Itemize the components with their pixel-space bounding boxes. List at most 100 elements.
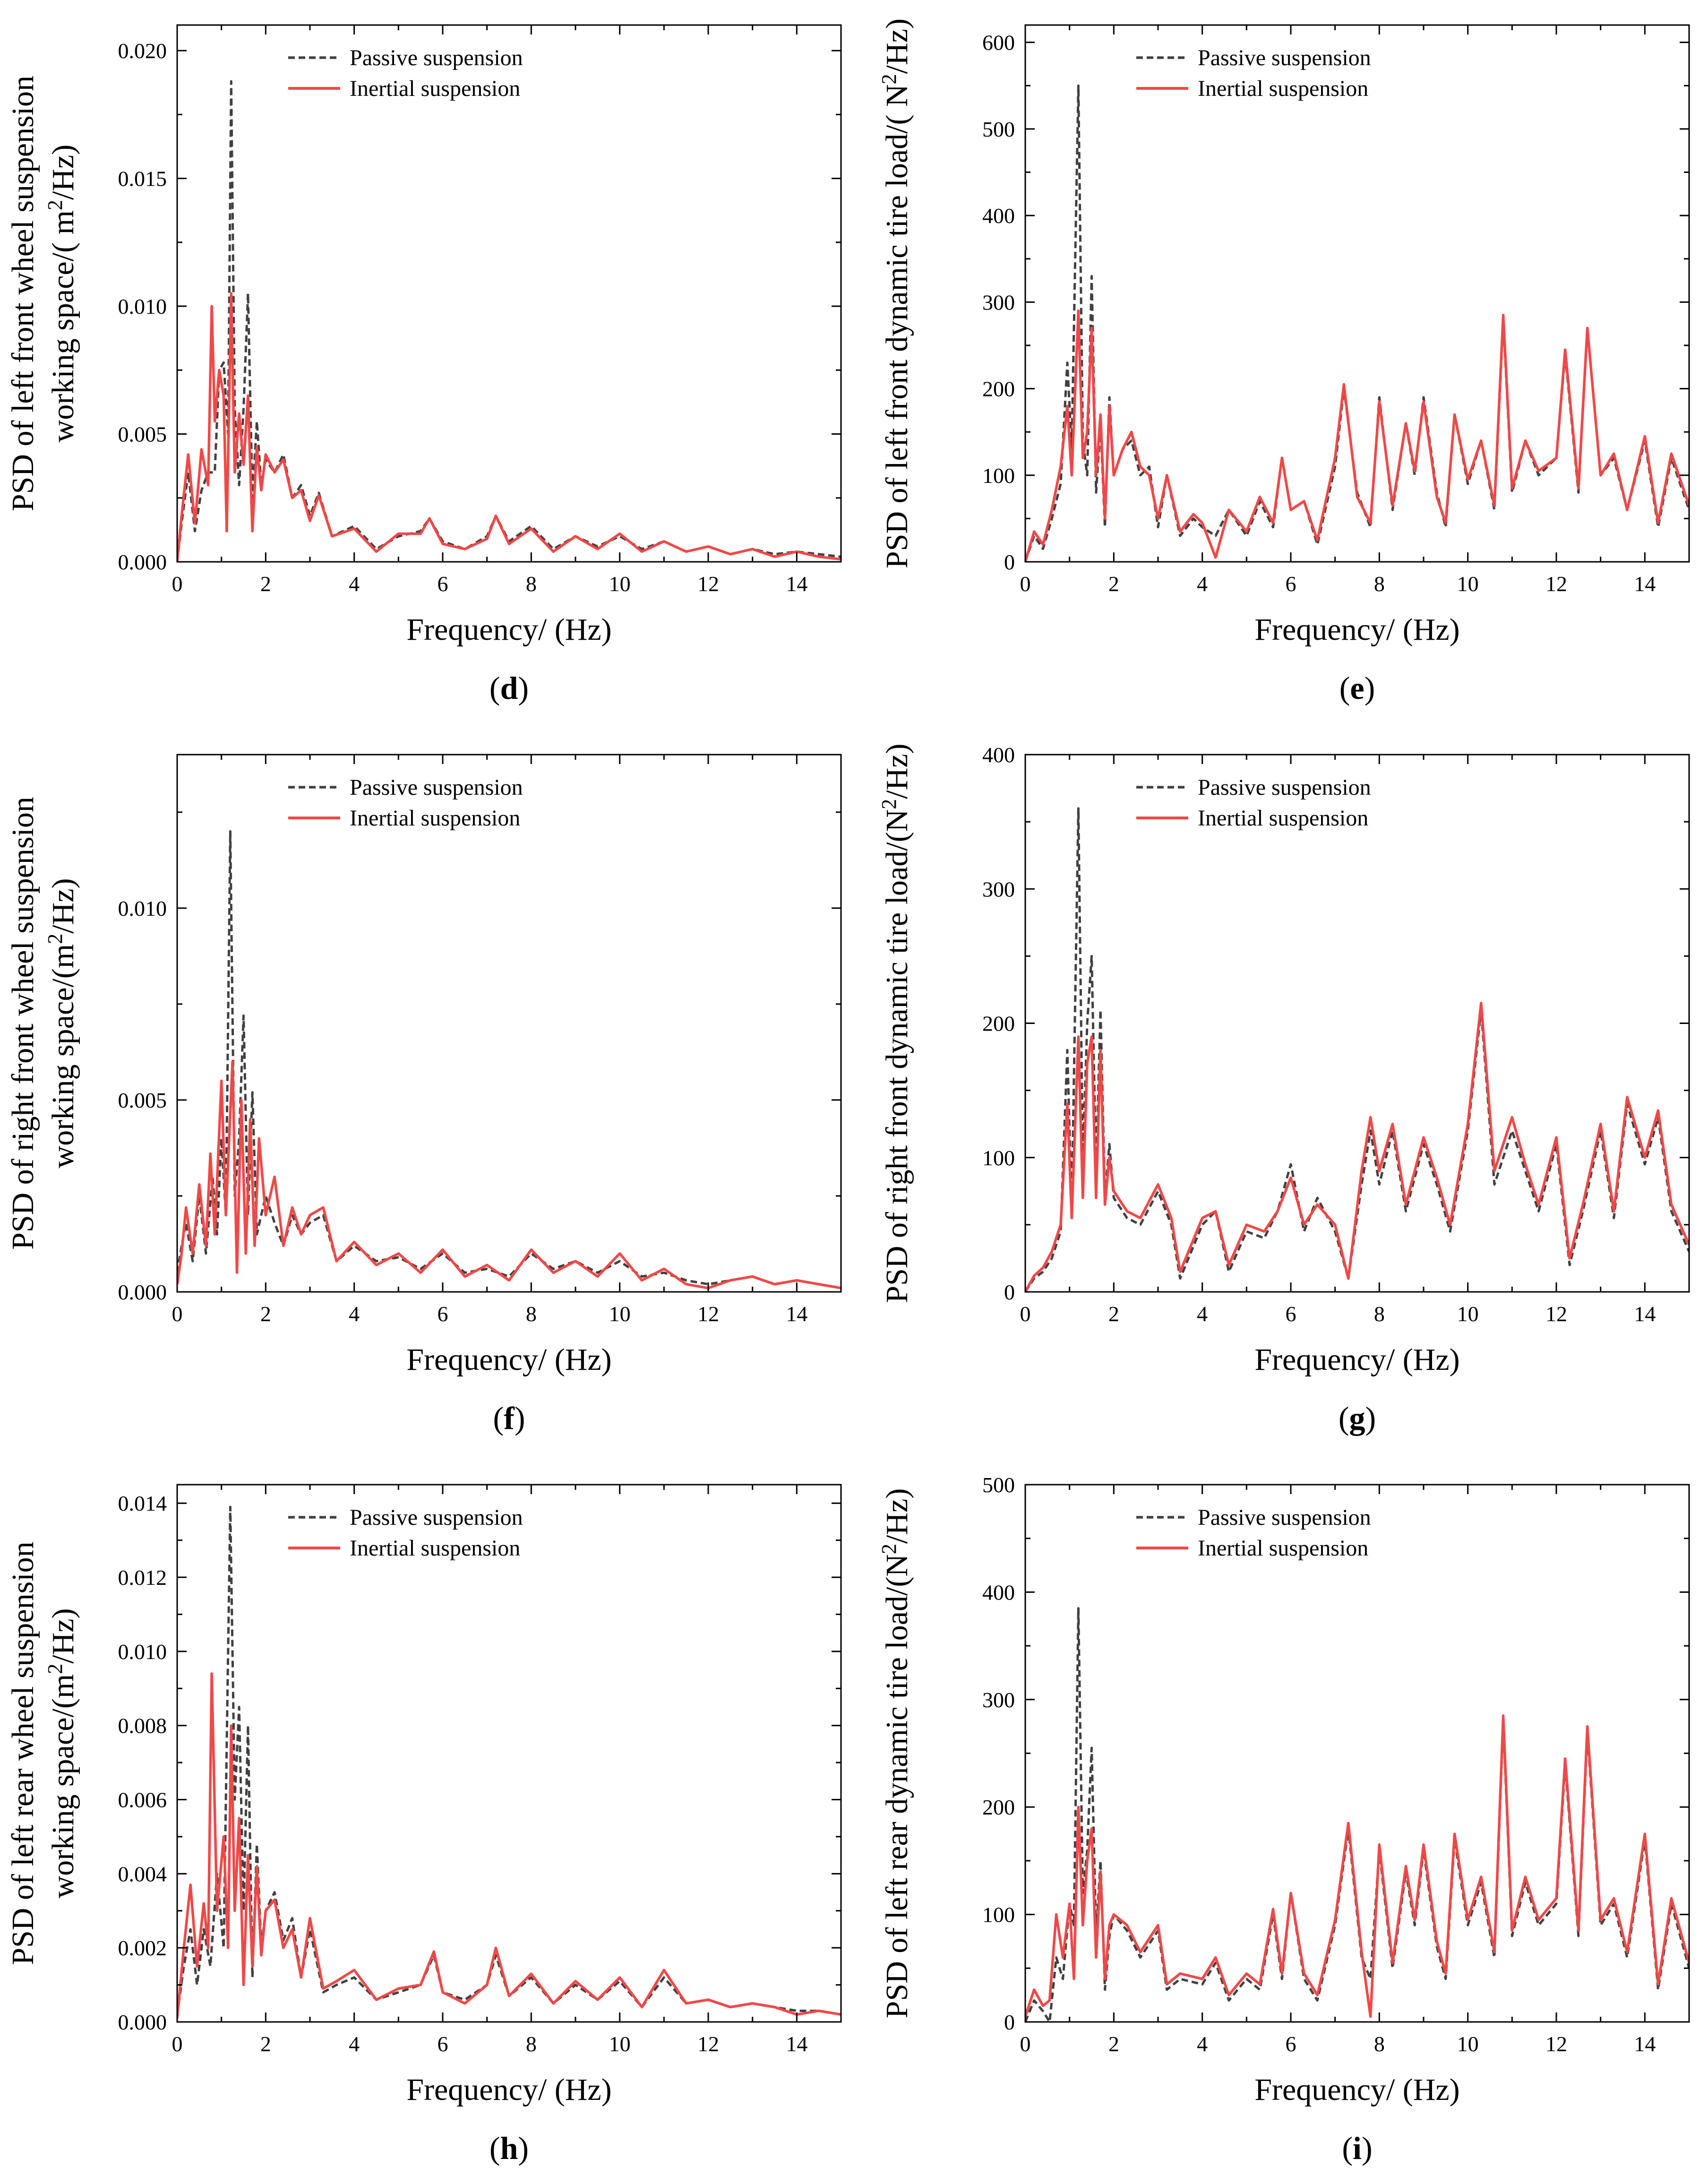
legend-label-passive: Passive suspension — [1198, 45, 1371, 70]
y-axis-title: working space/( m2/Hz) — [43, 145, 81, 442]
x-tick-label: 12 — [1545, 1302, 1567, 1326]
panel-label: (f) — [493, 1400, 525, 1436]
x-tick-label: 6 — [1286, 2032, 1296, 2056]
x-axis-title: Frequency/ (Hz) — [1254, 1342, 1459, 1377]
x-tick-label: 14 — [786, 1302, 807, 1326]
x-tick-label: 6 — [1286, 1302, 1296, 1326]
panel-label-paren: ( — [493, 1400, 504, 1436]
legend: Passive suspension Inertial suspension — [288, 1505, 523, 1561]
panel-label-paren: ) — [515, 1400, 525, 1436]
y-tick-label: 0.000 — [118, 1280, 167, 1304]
y-tick-label: 100 — [982, 464, 1015, 488]
x-tick-label: 4 — [349, 572, 360, 596]
x-tick-label: 0 — [172, 1302, 183, 1326]
panel-label: (i) — [1342, 2130, 1372, 2166]
plot-frame — [176, 754, 842, 1293]
y-tick-label: 0.000 — [118, 550, 167, 574]
panel-label-letter: e — [1350, 670, 1364, 706]
y-axis-title-part: PSD of right front dynamic tire load/(N — [880, 809, 914, 1303]
x-tick-label: 12 — [1545, 572, 1567, 596]
x-tick-label: 0 — [1020, 572, 1031, 596]
y-tick-label: 0 — [1004, 2010, 1015, 2034]
x-tick-label: 12 — [697, 572, 719, 596]
y-axis-title-part: /Hz) — [880, 1488, 914, 1544]
panel-label-paren: ( — [1342, 2130, 1353, 2166]
series-line-inertial — [1025, 1002, 1689, 1292]
y-tick-label: 0.006 — [118, 1788, 167, 1812]
y-tick-label: 0.005 — [118, 1088, 167, 1112]
y-tick-label: 300 — [982, 877, 1015, 901]
legend-label-inertial: Inertial suspension — [1198, 1536, 1368, 1561]
x-tick-label: 10 — [609, 2032, 631, 2056]
legend-label-passive: Passive suspension — [1198, 1505, 1371, 1530]
panel-label-letter: d — [500, 670, 518, 706]
x-tick-label: 8 — [1374, 2032, 1385, 2056]
y-axis-title-part: PSD of left rear dynamic tire load/(N — [880, 1554, 914, 2018]
legend-label-inertial: Inertial suspension — [1198, 806, 1368, 831]
y-tick-label: 0.008 — [118, 1714, 167, 1738]
x-tick-label: 8 — [1374, 1302, 1385, 1326]
y-axis-title-superscript: 2 — [877, 799, 901, 809]
x-tick-label: 14 — [1634, 1302, 1656, 1326]
y-tick-label: 400 — [982, 1580, 1015, 1604]
y-axis-title-part: /Hz) — [46, 1608, 80, 1664]
y-axis-title-part: /Hz) — [46, 145, 80, 200]
y-axis-title: working space/(m2/Hz) — [43, 1608, 81, 1899]
chart-panel-h: 0 2 4 6 8 10 12 14 0.000 0.002 0.004 0.006 0.008 0.01… — [6, 1484, 842, 2166]
y-tick-label: 0.015 — [118, 167, 167, 191]
x-tick-label: 4 — [1197, 1302, 1208, 1326]
panel-label: (d) — [489, 670, 529, 706]
y-axis-title: working space/(m2/Hz) — [43, 878, 81, 1169]
y-axis-title-part: /Hz) — [880, 18, 914, 74]
y-tick-label: 0.002 — [118, 1936, 167, 1960]
panel-label-letter: i — [1353, 2130, 1362, 2166]
y-tick-label: 0.014 — [118, 1491, 167, 1515]
x-tick-label: 2 — [260, 2032, 271, 2056]
y-axis-title-superscript: 2 — [43, 934, 67, 944]
x-tick-label: 6 — [438, 572, 448, 596]
legend: Passive suspension Inertial suspension — [288, 775, 523, 831]
series-line-inertial — [1025, 309, 1689, 562]
y-tick-label: 0.010 — [118, 294, 167, 318]
x-tick-label: 8 — [1374, 572, 1385, 596]
series-line-passive — [177, 80, 841, 562]
x-tick-label: 0 — [172, 2032, 183, 2056]
x-tick-label: 10 — [1457, 2032, 1479, 2056]
x-tick-label: 0 — [172, 572, 183, 596]
legend: Passive suspension Inertial suspension — [288, 45, 523, 101]
x-tick-label: 4 — [1197, 572, 1208, 596]
legend-label-passive: Passive suspension — [1198, 775, 1371, 800]
y-tick-label: 0.005 — [118, 422, 167, 447]
series-line-passive — [177, 1505, 841, 2016]
y-tick-label: 0.010 — [118, 896, 167, 920]
panel-label-paren: ( — [489, 670, 500, 706]
x-tick-label: 14 — [786, 572, 807, 596]
legend: Passive suspension Inertial suspension — [1136, 1505, 1371, 1561]
series-line-passive — [177, 830, 841, 1290]
y-axis-title: PSD of left front wheel suspension — [6, 76, 40, 511]
x-tick-label: 14 — [1634, 572, 1656, 596]
y-tick-label: 600 — [982, 31, 1015, 55]
legend: Passive suspension Inertial suspension — [1136, 45, 1371, 101]
y-tick-label: 0.000 — [118, 2010, 167, 2034]
x-tick-label: 10 — [1457, 572, 1479, 596]
series-line-passive — [1025, 1607, 1689, 2022]
x-tick-label: 8 — [526, 572, 537, 596]
series-line-inertial — [177, 1672, 841, 2019]
x-axis-title: Frequency/ (Hz) — [406, 2072, 611, 2107]
panel-label-paren: ) — [518, 670, 529, 706]
panel-label-paren: ) — [1362, 2130, 1373, 2166]
x-tick-label: 10 — [1457, 1302, 1479, 1326]
series-line-passive — [1025, 84, 1689, 562]
panel-label-letter: g — [1349, 1400, 1365, 1436]
panel-label-paren: ( — [1339, 670, 1350, 706]
y-axis-title: PSD of left rear dynamic tire load/(N2/H… — [877, 1488, 915, 2019]
x-tick-label: 2 — [1108, 1302, 1119, 1326]
x-axis-title: Frequency/ (Hz) — [406, 612, 611, 647]
x-axis-title: Frequency/ (Hz) — [1254, 2072, 1459, 2107]
x-tick-label: 2 — [260, 572, 271, 596]
panel-label-paren: ) — [1365, 1400, 1376, 1436]
y-axis-title-superscript: 2 — [43, 1664, 67, 1674]
panel-label-letter: f — [504, 1400, 515, 1436]
legend-label-passive: Passive suspension — [350, 775, 523, 800]
